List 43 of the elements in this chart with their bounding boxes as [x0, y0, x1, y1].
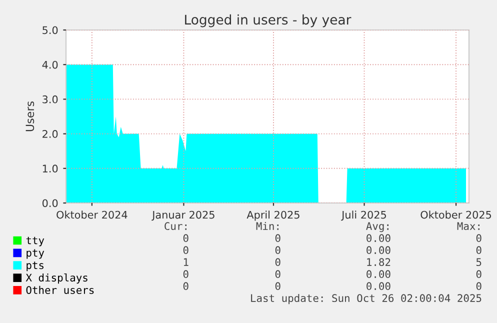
x-tick-label: Juli 2025: [341, 210, 386, 221]
text: 1.82: [367, 258, 390, 266]
text: 0: [275, 282, 280, 290]
text: 0.00: [366, 246, 390, 254]
x-tick-label: Oktober 2025: [420, 210, 492, 219]
text: 0: [476, 282, 482, 290]
text: 0: [476, 234, 482, 242]
text: 0: [183, 234, 188, 242]
text: 0: [275, 246, 280, 254]
y-tick-label: 0.0: [42, 199, 58, 208]
text: Cur:: [164, 222, 186, 230]
y-tick-label: 2.0: [42, 130, 58, 138]
text: 0: [183, 270, 188, 278]
x-tick-label: Januar 2025: [152, 210, 214, 221]
legend-label: Other users: [26, 286, 94, 294]
text: 5: [476, 258, 482, 266]
text: Max:: [457, 222, 480, 230]
x-tick-label: Oktober 2024: [56, 210, 128, 219]
text: 0: [183, 282, 188, 290]
text: 1: [184, 258, 188, 266]
text: 0: [275, 258, 280, 266]
chart-title: Logged in users - by year: [185, 14, 352, 28]
text: 0.00: [366, 234, 390, 242]
text: 0: [183, 246, 188, 254]
y-tick-label: 5.0: [42, 26, 58, 34]
legend-label: pts: [26, 262, 44, 272]
y-axis-title: Users: [26, 101, 34, 132]
text: 0: [275, 234, 280, 242]
y-tick-label: 3.0: [42, 95, 58, 104]
text: Last update: Sun Oct 26 02:00:04 2025: [251, 294, 482, 304]
text: 0: [275, 270, 280, 278]
y-tick-label: 4.0: [42, 60, 58, 69]
text: Avg:: [366, 222, 388, 232]
legend-label: pty: [26, 249, 44, 259]
text: 0.00: [366, 282, 390, 290]
text: 0: [476, 270, 482, 278]
x-tick-label: April 2025: [246, 210, 300, 221]
y-tick-label: 1.0: [42, 164, 58, 173]
legend-label: tty: [26, 236, 44, 246]
text: 0: [476, 246, 482, 254]
text: 0.00: [366, 270, 390, 278]
text: Min:: [256, 222, 278, 230]
legend-label: X displays: [26, 273, 88, 284]
